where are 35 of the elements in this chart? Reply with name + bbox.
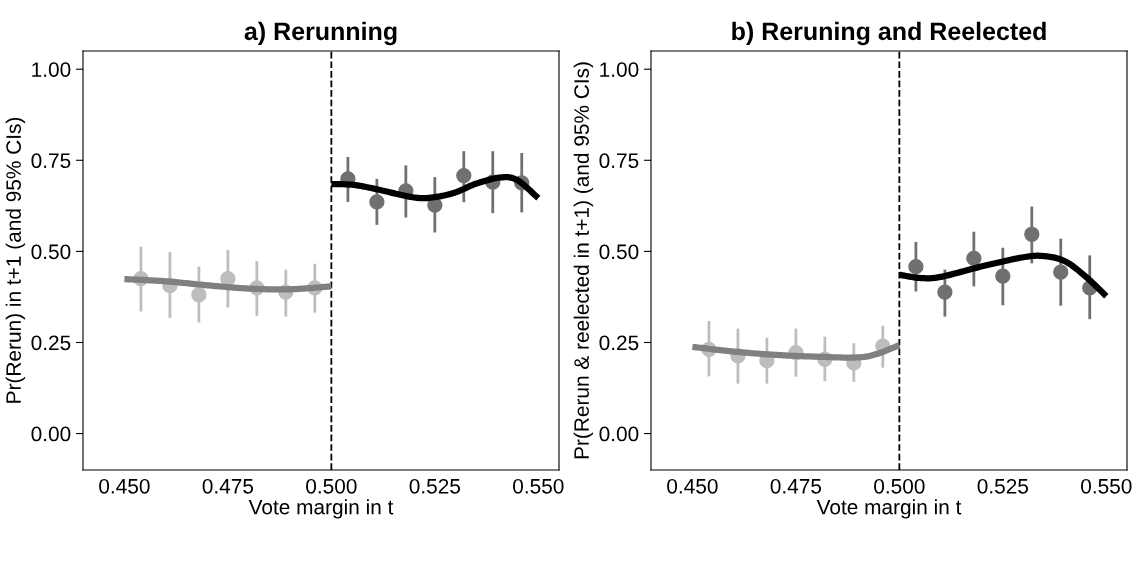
x-tick-label: 0.525 xyxy=(409,478,461,494)
chart-title: b) Reruning and Reelected xyxy=(732,21,1046,46)
x-tick-label: 0.500 xyxy=(874,478,925,494)
x-axis-title: Vote margin in t xyxy=(816,499,962,519)
y-tick-label: 0.00 xyxy=(599,426,639,442)
point xyxy=(995,268,1011,284)
y-tick-label: 0.00 xyxy=(31,426,71,442)
y-tick-label: 0.75 xyxy=(31,153,71,169)
y-axis-title: Pr(Rerun) in t+1 (and 95% CIs) xyxy=(5,117,26,403)
x-tick-label: 0.550 xyxy=(513,478,564,494)
x-tick-label: 0.475 xyxy=(770,478,822,494)
x-tick-label: 0.500 xyxy=(306,478,357,494)
y-tick-label: 0.25 xyxy=(31,335,71,351)
y-tick-label: 0.75 xyxy=(599,153,639,169)
x-tick-label: 0.450 xyxy=(99,478,150,494)
chart-title: a) Rerunning xyxy=(244,21,397,46)
point xyxy=(937,284,953,300)
point xyxy=(456,167,472,184)
x-tick-label: 0.475 xyxy=(202,478,254,494)
y-tick-label: 0.25 xyxy=(599,335,639,351)
x-axis-title: Vote margin in t xyxy=(248,499,394,519)
y-tick-label: 1.00 xyxy=(600,62,639,77)
y-axis-title: Pr(Rerun & reelected in t+1) (and 95% CIs) xyxy=(573,62,594,459)
y-tick-label: 0.50 xyxy=(599,244,639,260)
point xyxy=(1053,264,1069,280)
y-tick-label: 1.00 xyxy=(32,62,71,77)
y-tick-label: 0.50 xyxy=(31,244,71,260)
x-tick-label: 0.525 xyxy=(977,478,1029,494)
point xyxy=(908,259,924,275)
x-tick-label: 0.550 xyxy=(1081,478,1132,494)
point xyxy=(1024,226,1040,242)
point xyxy=(966,250,982,266)
x-tick-label: 0.450 xyxy=(667,478,718,494)
point xyxy=(191,287,207,303)
point xyxy=(369,194,385,210)
